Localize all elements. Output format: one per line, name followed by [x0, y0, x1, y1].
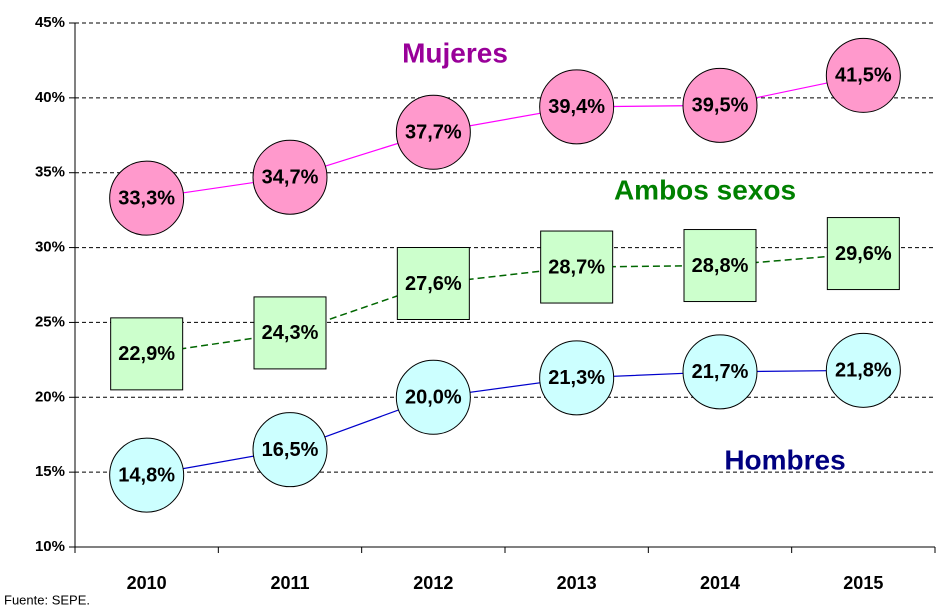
value-label: 41,5% — [835, 65, 892, 87]
y-tick-label: 40% — [35, 89, 65, 106]
marker — [110, 317, 184, 391]
value-label: 39,5% — [692, 95, 749, 117]
series-name: Ambos sexos — [614, 174, 796, 205]
value-label: 21,7% — [692, 361, 749, 383]
marker — [682, 67, 758, 143]
value-label: 22,9% — [118, 343, 175, 365]
marker — [395, 359, 471, 435]
value-label: 14,8% — [118, 464, 175, 486]
value-label: 20,0% — [405, 387, 462, 409]
x-tick-label: 2014 — [700, 573, 740, 593]
value-label: 34,7% — [262, 166, 319, 188]
y-tick-label: 45% — [35, 14, 65, 31]
y-tick-label: 25% — [35, 313, 65, 330]
marker — [539, 340, 615, 416]
marker — [109, 160, 185, 236]
value-label: 28,7% — [548, 256, 605, 278]
marker — [825, 37, 901, 113]
value-label: 16,5% — [262, 439, 319, 461]
y-tick-label: 20% — [35, 388, 65, 405]
value-label: 33,3% — [118, 187, 175, 209]
value-label: 27,6% — [405, 273, 462, 295]
x-tick-label: 2013 — [557, 573, 597, 593]
x-tick-label: 2012 — [413, 573, 453, 593]
value-label: 21,3% — [548, 367, 605, 389]
y-tick-label: 35% — [35, 164, 65, 181]
marker — [826, 217, 900, 291]
value-label: 29,6% — [835, 243, 892, 265]
marker — [253, 296, 327, 370]
value-label: 28,8% — [692, 255, 749, 277]
y-tick-label: 10% — [35, 538, 65, 555]
value-label: 39,4% — [548, 96, 605, 118]
y-tick-label: 15% — [35, 463, 65, 480]
marker — [252, 139, 328, 215]
series-name: Mujeres — [402, 37, 508, 68]
marker — [540, 230, 614, 304]
marker — [252, 412, 328, 488]
source-note: Fuente: SEPE. — [4, 592, 90, 607]
marker — [109, 437, 185, 513]
marker — [682, 334, 758, 410]
x-tick-label: 2011 — [270, 573, 309, 593]
value-label: 24,3% — [262, 322, 319, 344]
series-name: Hombres — [724, 444, 845, 475]
x-tick-label: 2015 — [843, 573, 883, 593]
marker — [395, 94, 471, 170]
y-tick-label: 30% — [35, 239, 65, 256]
value-label: 21,8% — [835, 360, 892, 382]
marker — [683, 229, 757, 303]
marker — [396, 247, 470, 321]
marker — [825, 332, 901, 408]
marker — [539, 69, 615, 145]
value-label: 37,7% — [405, 122, 462, 144]
x-tick-label: 2010 — [127, 573, 167, 593]
